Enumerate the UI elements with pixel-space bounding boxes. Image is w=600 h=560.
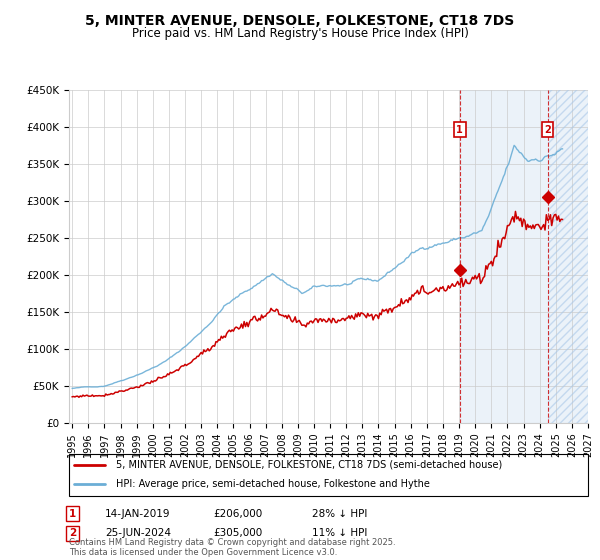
Text: HPI: Average price, semi-detached house, Folkestone and Hythe: HPI: Average price, semi-detached house,… (116, 479, 430, 489)
Text: £206,000: £206,000 (213, 508, 262, 519)
Text: 1: 1 (69, 508, 76, 519)
Text: 14-JAN-2019: 14-JAN-2019 (105, 508, 170, 519)
Text: 5, MINTER AVENUE, DENSOLE, FOLKESTONE, CT18 7DS: 5, MINTER AVENUE, DENSOLE, FOLKESTONE, C… (85, 14, 515, 28)
Text: 2: 2 (544, 124, 551, 134)
Bar (548, 57, 588, 423)
Text: 28% ↓ HPI: 28% ↓ HPI (312, 508, 367, 519)
Text: 2: 2 (69, 528, 76, 538)
Text: 1: 1 (457, 124, 463, 134)
Bar (460, 90, 588, 423)
Text: Contains HM Land Registry data © Crown copyright and database right 2025.
This d: Contains HM Land Registry data © Crown c… (69, 538, 395, 557)
Text: £305,000: £305,000 (213, 528, 262, 538)
Text: 11% ↓ HPI: 11% ↓ HPI (312, 528, 367, 538)
Text: 5, MINTER AVENUE, DENSOLE, FOLKESTONE, CT18 7DS (semi-detached house): 5, MINTER AVENUE, DENSOLE, FOLKESTONE, C… (116, 460, 502, 470)
Text: 25-JUN-2024: 25-JUN-2024 (105, 528, 171, 538)
Text: Price paid vs. HM Land Registry's House Price Index (HPI): Price paid vs. HM Land Registry's House … (131, 27, 469, 40)
